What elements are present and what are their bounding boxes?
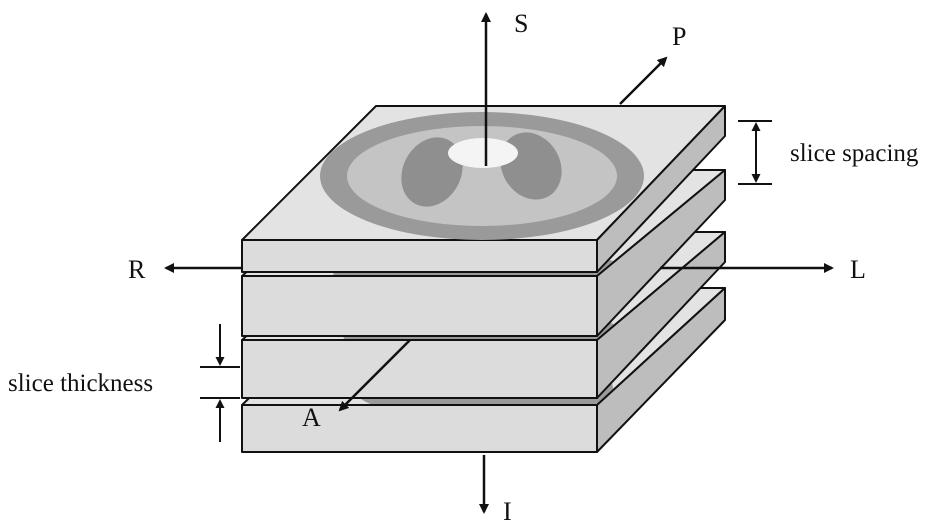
superior-label: S xyxy=(514,9,528,38)
inferior-label: I xyxy=(503,497,512,526)
slice-slab-1 xyxy=(241,105,726,273)
slice-thickness-dimension xyxy=(200,324,240,442)
anterior-label: A xyxy=(302,403,321,432)
left-label: L xyxy=(850,255,866,284)
slice-thickness-label: slice thickness xyxy=(8,370,153,397)
slice-spacing-dimension xyxy=(738,120,772,185)
posterior-axis-arrow xyxy=(619,56,668,105)
slice-spacing-label: slice spacing xyxy=(790,140,919,167)
anterior-axis-arrow xyxy=(338,339,411,412)
posterior-label: P xyxy=(672,22,686,51)
spine xyxy=(448,138,518,168)
right-lung xyxy=(401,137,463,207)
right-label: R xyxy=(128,255,146,284)
